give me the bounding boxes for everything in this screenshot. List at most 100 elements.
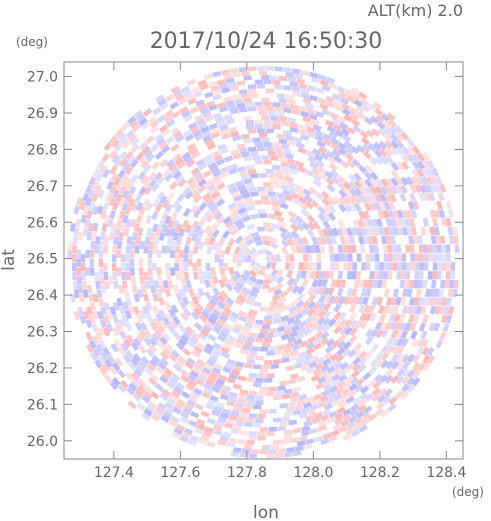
- radar-cell: [333, 155, 343, 164]
- radar-cell: [194, 236, 202, 246]
- radar-cell: [264, 360, 273, 365]
- radar-cell: [139, 240, 145, 250]
- radar-cell: [438, 288, 445, 298]
- radar-cell: [145, 404, 155, 414]
- radar-cell: [179, 368, 190, 378]
- radar-cell: [286, 317, 296, 325]
- radar-cell: [285, 230, 295, 240]
- radar-cell: [259, 427, 269, 432]
- radar-cell: [313, 435, 324, 443]
- radar-cell: [316, 140, 326, 148]
- radar-cell: [159, 320, 168, 331]
- radar-cell: [291, 230, 300, 239]
- radar-cell: [192, 262, 198, 272]
- x-tick-label: 128.2: [360, 465, 400, 481]
- radar-cell: [390, 177, 399, 187]
- radar-cell: [411, 152, 421, 163]
- y-tick-label: 26.7: [27, 179, 58, 195]
- radar-cell: [94, 245, 100, 254]
- radar-cell: [208, 298, 218, 308]
- radar-cell: [225, 296, 235, 306]
- radar-cell: [110, 343, 119, 353]
- radar-cell: [142, 198, 151, 208]
- radar-cell: [401, 360, 411, 371]
- radar-cell: [364, 328, 374, 338]
- radar-cell: [133, 222, 140, 233]
- radar-cell: [424, 184, 433, 194]
- radar-cell: [77, 306, 84, 316]
- radar-cell: [201, 391, 211, 399]
- radar-cell: [138, 186, 147, 196]
- radar-cell: [326, 365, 336, 374]
- radar-cell: [278, 116, 288, 122]
- radar-cell: [331, 339, 341, 349]
- radar-cell: [416, 168, 425, 178]
- radar-cell: [246, 318, 256, 325]
- radar-cell: [122, 301, 129, 311]
- radar-cell: [211, 386, 221, 394]
- radar-cell: [298, 393, 308, 401]
- radar-cell: [171, 431, 181, 440]
- radar-cell: [306, 308, 316, 317]
- radar-cell: [425, 175, 434, 186]
- radar-cell: [253, 301, 262, 307]
- radar-cell: [324, 170, 334, 180]
- radar-cell: [413, 297, 420, 307]
- radar-cell: [323, 378, 333, 386]
- radar-cell: [424, 288, 431, 298]
- radar-cell: [187, 228, 195, 238]
- radar-cell: [221, 229, 231, 239]
- radar-cell: [143, 245, 149, 254]
- radar-cell: [272, 124, 281, 130]
- radar-cell: [223, 155, 234, 163]
- x-axis-label: lon: [253, 503, 279, 521]
- radar-cell: [374, 107, 384, 117]
- radar-cell: [231, 327, 241, 335]
- radar-cell: [401, 146, 410, 156]
- radar-cell: [85, 343, 94, 354]
- radar-cell: [196, 358, 206, 367]
- radar-cell: [390, 217, 397, 228]
- radar-cell: [401, 353, 410, 364]
- radar-cell: [175, 93, 185, 102]
- radar-cell: [198, 275, 205, 285]
- altitude-label: ALT(km) 2.0: [368, 1, 463, 20]
- radar-cell: [215, 245, 222, 255]
- radar-cell: [412, 279, 419, 289]
- radar-cell: [387, 305, 395, 315]
- radar-cell: [235, 198, 245, 206]
- radar-cell: [213, 405, 223, 413]
- radar-cell: [298, 435, 308, 442]
- radar-cell: [301, 278, 310, 288]
- radar-cell: [423, 262, 429, 271]
- radar-cell: [417, 152, 426, 162]
- radar-cell: [311, 417, 321, 425]
- radar-cell: [154, 329, 163, 339]
- radar-cell: [372, 101, 383, 110]
- radar-cell: [116, 297, 123, 307]
- radar-cell: [123, 227, 130, 237]
- radar-cell: [343, 181, 352, 191]
- radar-cell: [247, 88, 257, 94]
- radar-cell: [226, 377, 236, 384]
- radar-cell: [112, 236, 119, 245]
- radar-cell: [172, 363, 183, 372]
- radar-cell: [175, 134, 185, 143]
- radar-cell: [259, 191, 268, 196]
- radar-cell: [336, 85, 346, 94]
- radar-cell: [195, 378, 205, 387]
- radar-cell: [151, 333, 160, 343]
- radar-cell: [196, 418, 206, 426]
- radar-cell: [289, 216, 299, 226]
- radar-cell: [219, 258, 224, 267]
- radar-cell: [340, 419, 350, 428]
- radar-cell: [164, 343, 174, 353]
- radar-cell: [250, 213, 259, 220]
- radar-cell: [110, 172, 119, 183]
- radar-cell: [434, 209, 441, 219]
- radar-cell: [337, 91, 348, 99]
- radar-cell: [290, 396, 299, 403]
- radar-cell: [241, 151, 250, 158]
- radar-cell: [350, 403, 360, 412]
- radar-cell: [420, 305, 427, 315]
